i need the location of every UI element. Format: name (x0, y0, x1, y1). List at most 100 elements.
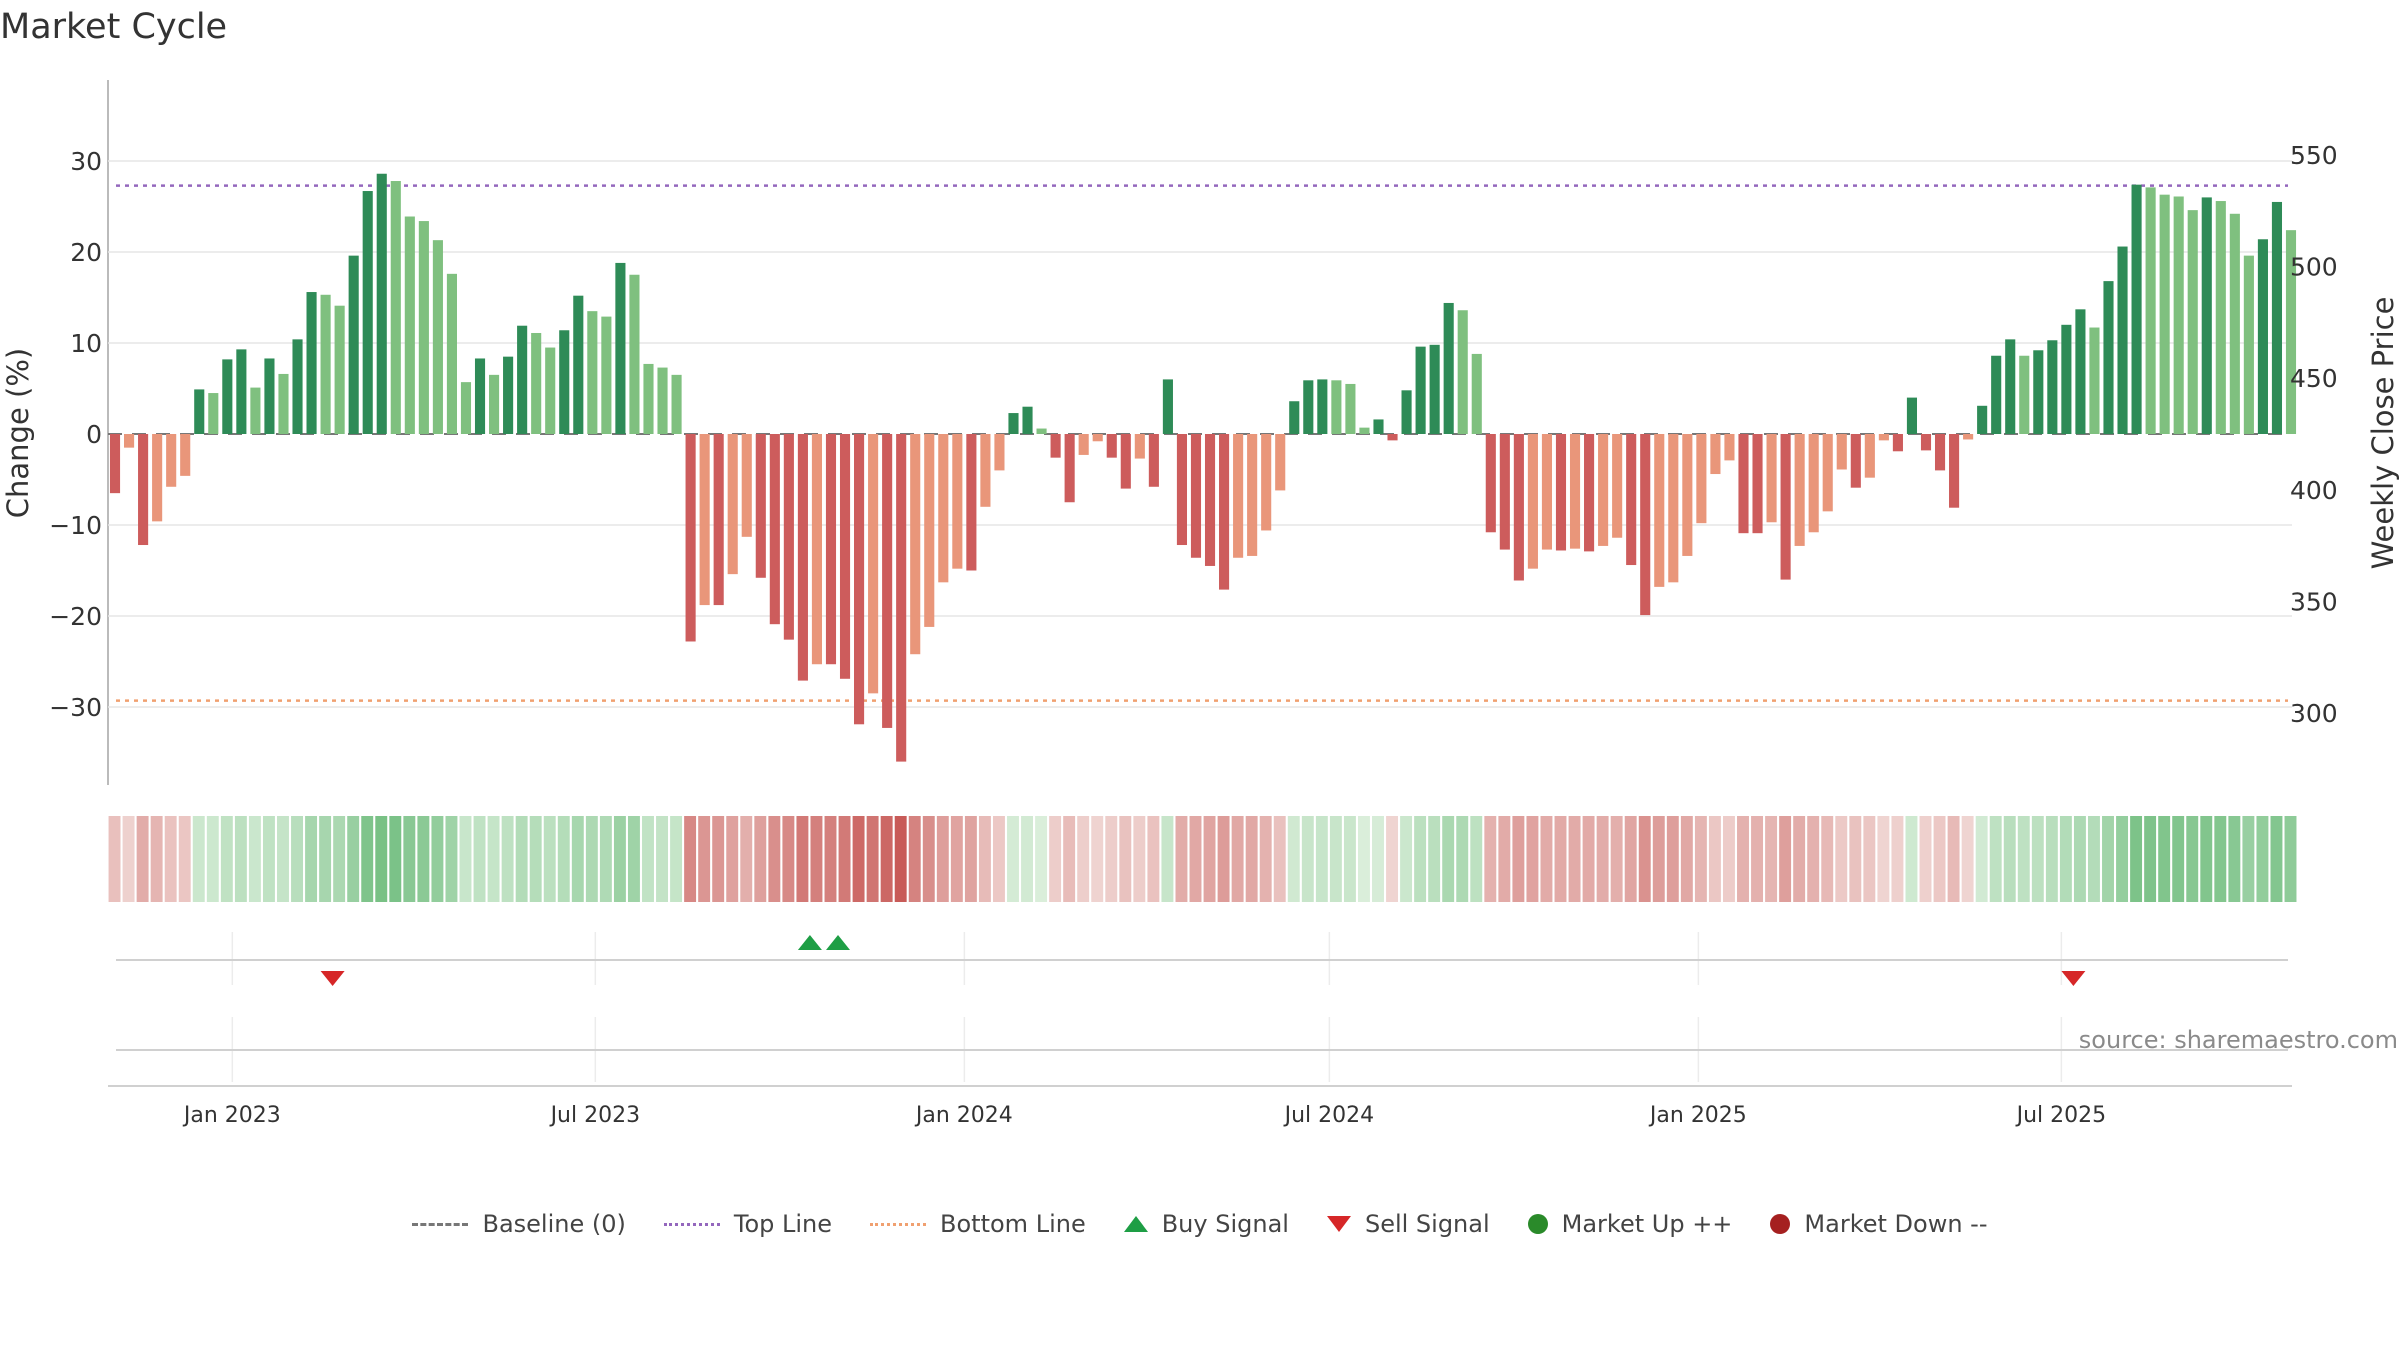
bar (124, 434, 135, 448)
sell-signal-marker (320, 971, 345, 986)
bar (559, 330, 570, 434)
bar (2243, 255, 2254, 434)
bar (587, 311, 598, 434)
heat-cell (2242, 816, 2255, 902)
bar (854, 434, 865, 725)
bar (1289, 401, 1300, 434)
heat-cell (1652, 816, 1665, 902)
bar (2089, 327, 2100, 434)
heat-cell (992, 816, 1005, 902)
heat-cell (950, 816, 963, 902)
legend-market-down: Market Down -- (1770, 1210, 1988, 1238)
top-line-swatch (663, 1222, 720, 1226)
y-axis-label: Change (%) (1, 348, 35, 518)
heat-cell (178, 816, 191, 902)
heat-cell (1175, 816, 1188, 902)
heat-cell (2102, 816, 2114, 902)
bar (713, 434, 724, 606)
bar (727, 434, 738, 575)
bar (2285, 230, 2297, 434)
bar (1864, 434, 1875, 478)
heat-cell (1498, 816, 1511, 902)
bar (629, 274, 640, 434)
bar (1471, 353, 1482, 434)
heat-cell (627, 816, 640, 902)
heat-cell (1400, 816, 1413, 902)
heat-cell (684, 816, 697, 902)
bar (573, 295, 584, 434)
bar (2117, 246, 2128, 434)
y-tick-label: 0 (86, 420, 102, 449)
heat-cell (824, 816, 837, 902)
bar (1359, 427, 1370, 434)
heat-cell (2284, 816, 2297, 902)
heat-cell (2158, 816, 2171, 902)
heat-cell (1119, 816, 1132, 902)
bar (994, 434, 1005, 471)
x-tick-label: Jul 2025 (2015, 1103, 2107, 1128)
bar (2257, 239, 2268, 434)
bar (1584, 434, 1595, 552)
bar (1204, 434, 1216, 566)
bar (601, 316, 612, 434)
heat-cell (1357, 816, 1370, 902)
x-tick-label: Jul 2023 (549, 1103, 641, 1128)
bar (1190, 434, 1202, 558)
triangle-up-icon (1123, 1216, 1148, 1232)
heat-cell (1582, 816, 1595, 902)
bar (980, 434, 991, 507)
heat-cell (1835, 816, 1848, 902)
x-tick-label: Jan 2023 (182, 1103, 281, 1128)
bar (952, 434, 963, 569)
y-tick-label: 20 (70, 238, 102, 267)
bar (180, 434, 191, 476)
heat-cell (333, 816, 346, 902)
heat-cell (740, 816, 753, 902)
bar (489, 374, 500, 434)
bar (2173, 196, 2184, 434)
heat-cell (1189, 816, 1202, 902)
bar (376, 173, 387, 435)
legend-buy-signal: Buy Signal (1123, 1210, 1289, 1238)
legend-bottom-line: Bottom Line (870, 1210, 1086, 1238)
heat-cell (1975, 816, 1988, 902)
bar (1541, 434, 1553, 550)
bar (1513, 434, 1524, 581)
bar (839, 434, 851, 679)
heat-cell (206, 816, 219, 902)
heat-cell (1793, 816, 1806, 902)
bar (1247, 434, 1258, 556)
bar (1766, 434, 1777, 523)
bar (671, 374, 682, 434)
bar (1443, 302, 1454, 434)
heat-cell (1049, 816, 1062, 902)
bar (643, 363, 654, 434)
heat-cell (262, 816, 275, 902)
heat-cell (810, 816, 823, 902)
heat-cell (1133, 816, 1146, 902)
legend: Baseline (0) Top Line Bottom Line Buy Si… (0, 1210, 2400, 1238)
y-tick-label: −30 (49, 693, 102, 722)
heat-cell (1456, 816, 1469, 902)
heat-cell (1414, 816, 1427, 902)
legend-sell-signal: Sell Signal (1326, 1210, 1490, 1238)
bar (264, 358, 275, 434)
bar (334, 305, 345, 434)
heat-cell (1919, 816, 1932, 902)
bar (250, 387, 261, 434)
y-axis-ticks: −30 −20 −10 0 10 20 30 (49, 147, 102, 722)
bar (2103, 281, 2114, 434)
bar (362, 191, 373, 434)
bar (1219, 434, 1230, 590)
heat-cell (1091, 816, 1104, 902)
heat-cell (1245, 816, 1258, 902)
heat-cell (1933, 816, 1946, 902)
bar (1963, 434, 1974, 440)
heat-cell (2214, 816, 2227, 902)
heat-cell (291, 816, 303, 902)
heat-cell (557, 816, 570, 902)
bar (2187, 210, 2198, 434)
heat-cell (1666, 816, 1679, 902)
y2-tick-label: 400 (2290, 476, 2338, 505)
heat-cell (1329, 816, 1342, 902)
